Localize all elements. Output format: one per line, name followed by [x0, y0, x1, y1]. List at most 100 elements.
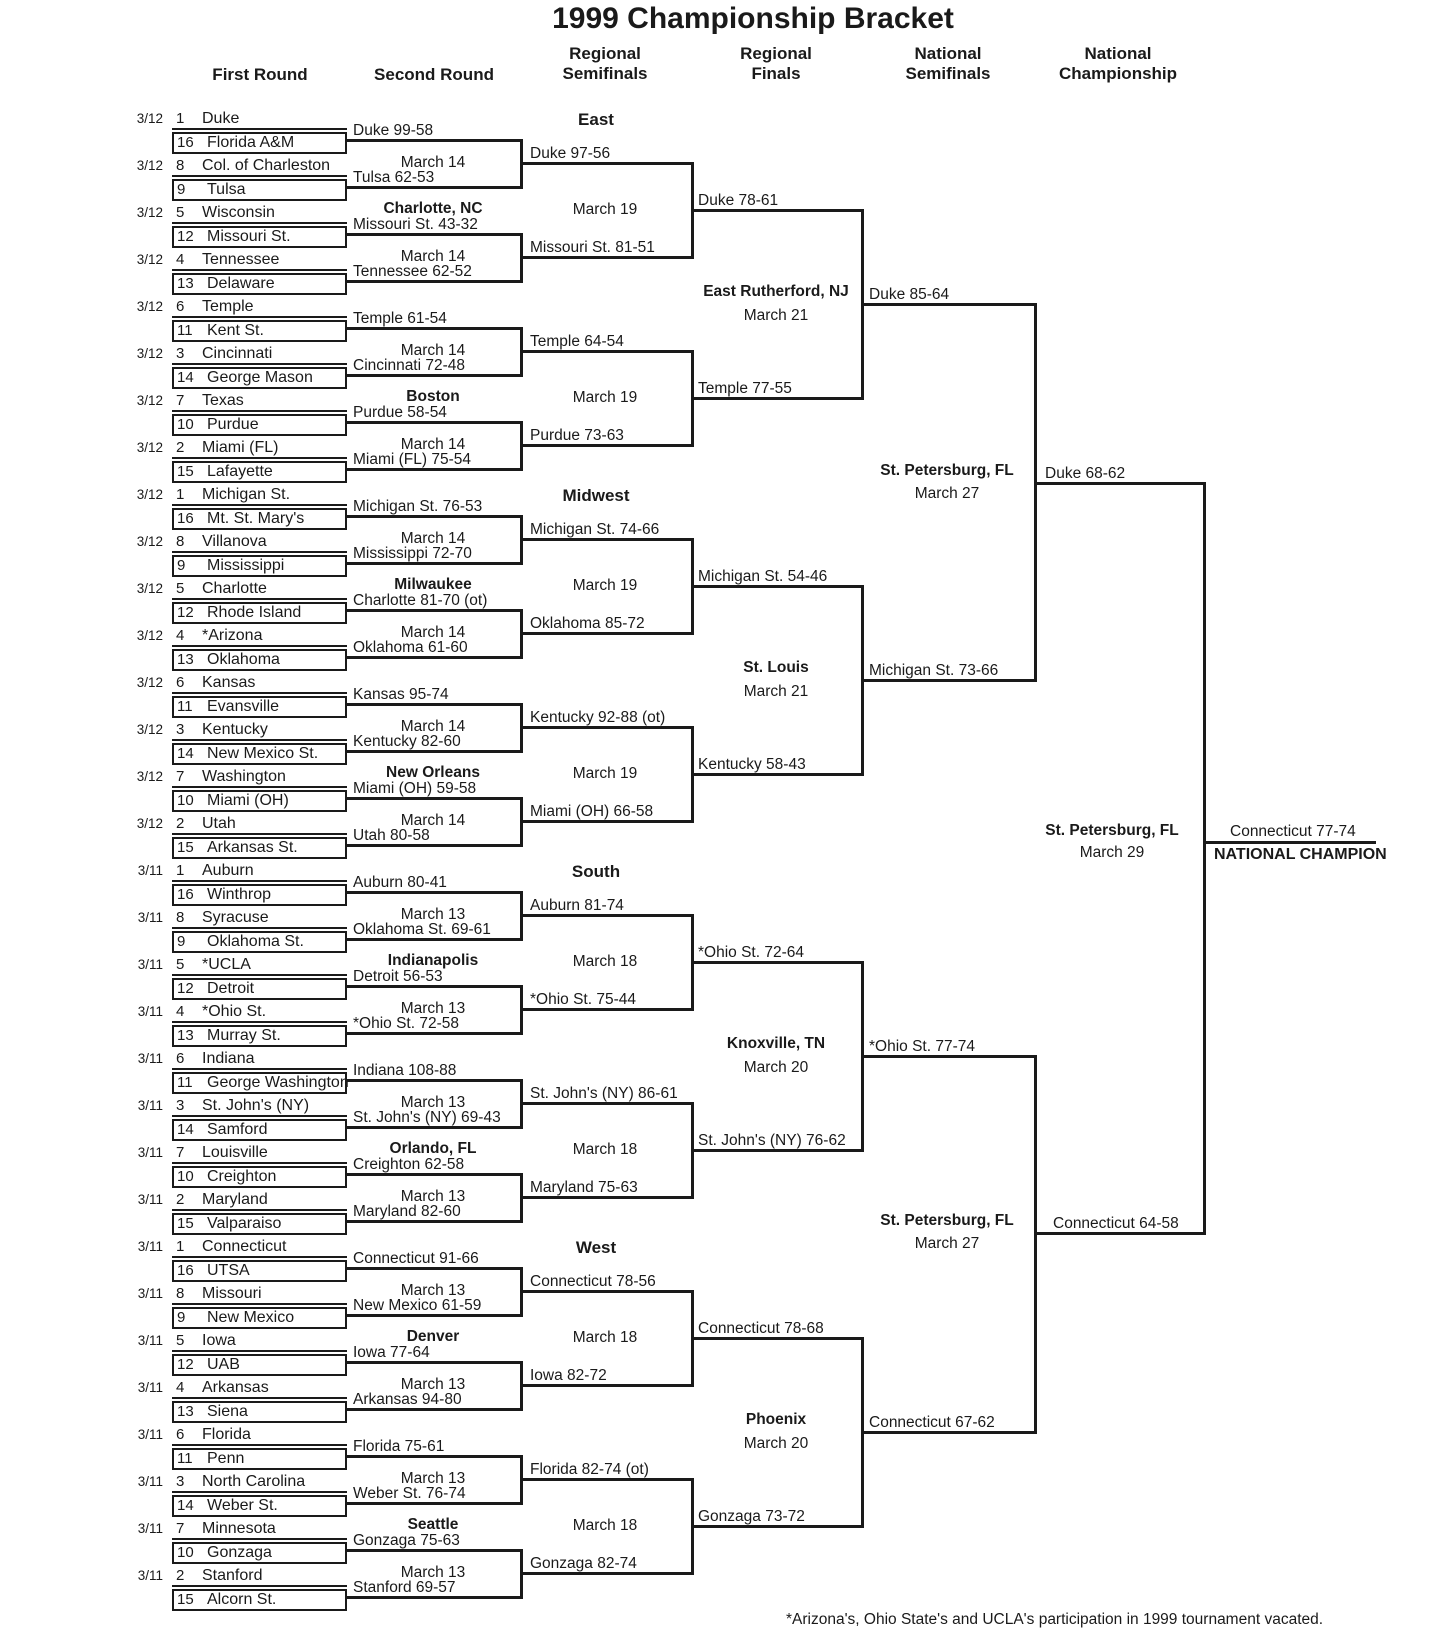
result-label: Miami (FL) 75-54	[353, 450, 471, 468]
winner-line	[347, 373, 523, 377]
winner-line	[691, 209, 864, 213]
team-name: Samford	[207, 1120, 268, 1138]
result-label: St. John's (NY) 76-62	[698, 1132, 846, 1150]
first-round-date: 3/11	[137, 1521, 163, 1536]
first-round-date: 3/12	[136, 628, 163, 643]
column-header: First Round	[212, 65, 308, 84]
round-date-label: March 29	[1079, 844, 1145, 861]
team-seed: 8	[176, 909, 185, 926]
team-box	[172, 508, 347, 530]
winner-line	[861, 1431, 1037, 1435]
team-underline	[172, 1444, 347, 1446]
team-name: Col. of Charleston	[202, 157, 331, 174]
result-label: Maryland 82-60	[353, 1202, 461, 1220]
team-seed: 16	[177, 1261, 194, 1279]
team-name: Winthrop	[207, 885, 272, 903]
column-header: Semifinals	[905, 64, 991, 83]
winner-line	[347, 279, 523, 283]
result-label: Connecticut 78-56	[530, 1273, 656, 1291]
round-date-label: March 13	[400, 1376, 466, 1394]
winner-line	[347, 467, 523, 471]
team-seed: 16	[177, 885, 194, 903]
round-date-label: March 19	[572, 577, 638, 595]
winner-line	[347, 420, 523, 424]
team-name: Florida A&M	[207, 133, 295, 151]
team-box	[172, 367, 347, 389]
team-seed: 11	[177, 697, 193, 715]
team-seed: 12	[177, 1355, 194, 1373]
result-label: Missouri St. 81-51	[530, 239, 655, 257]
team-seed: 12	[177, 227, 194, 245]
winner-line	[520, 350, 694, 354]
winner-line	[691, 1149, 864, 1153]
team-seed: 16	[177, 509, 194, 527]
team-box	[172, 1025, 347, 1047]
first-round-date: 3/12	[136, 675, 163, 690]
first-round-date: 3/11	[137, 863, 163, 878]
result-label: Kentucky 58-43	[698, 756, 806, 774]
round-date-label: March 18	[572, 1329, 638, 1347]
region-label: South	[571, 862, 621, 882]
first-round-date: 3/12	[136, 440, 163, 455]
winner-line	[347, 749, 523, 753]
team-underline	[172, 833, 347, 835]
winner-line	[347, 702, 523, 706]
result-label: Connecticut 67-62	[869, 1414, 995, 1432]
round-date-label: March 13	[400, 1188, 466, 1206]
team-name: Detroit	[207, 979, 255, 997]
team-box	[172, 273, 347, 295]
first-round-date: 3/11	[137, 957, 163, 972]
round-date-label: March 13	[400, 1094, 466, 1112]
winner-line	[347, 796, 523, 800]
team-seed: 14	[177, 368, 194, 386]
team-seed: 5	[176, 1332, 185, 1349]
result-label: Michigan St. 74-66	[530, 521, 660, 539]
team-box	[172, 555, 347, 577]
team-underline	[172, 739, 347, 741]
team-seed: 5	[176, 956, 185, 973]
team-seed: 13	[177, 650, 194, 668]
round-date-label: March 14	[400, 342, 466, 360]
team-name: Florida	[202, 1426, 251, 1443]
first-round-date: 3/11	[137, 1145, 163, 1160]
team-seed: 1	[176, 486, 185, 503]
winner-line	[347, 232, 523, 236]
page-title: 1999 Championship Bracket	[552, 2, 954, 35]
first-round-date: 3/12	[136, 816, 163, 831]
champion-label: Connecticut 77-74	[1230, 823, 1356, 840]
team-name: Alcorn St.	[207, 1590, 277, 1608]
team-name: *Ohio St.	[202, 1003, 267, 1020]
site-label: Orlando, FL	[389, 1140, 477, 1158]
column-header: Semifinals	[562, 64, 648, 83]
round-date-label: March 13	[400, 1470, 466, 1488]
site-label: Phoenix	[745, 1411, 807, 1429]
team-underline	[172, 175, 347, 177]
team-seed: 6	[176, 1050, 185, 1067]
site-label: St. Petersburg, FL	[880, 462, 1014, 479]
result-label: Duke 97-56	[530, 145, 611, 163]
winner-line	[347, 185, 523, 189]
region-label: East	[578, 110, 614, 130]
team-box	[172, 1119, 347, 1141]
round-date-label: March 13	[400, 906, 466, 924]
team-name: Miami (OH)	[207, 791, 289, 809]
winner-line	[347, 608, 523, 612]
team-underline	[172, 222, 347, 224]
result-label: Auburn 81-74	[530, 897, 624, 915]
winner-line	[861, 679, 1037, 683]
round-date-label: March 27	[914, 485, 980, 502]
team-box	[172, 743, 347, 765]
team-name: George Washington	[207, 1073, 349, 1091]
result-label: *Ohio St. 75-44	[530, 991, 636, 1009]
winner-line	[691, 773, 864, 777]
team-box	[172, 1448, 347, 1470]
winner-line	[347, 1548, 523, 1552]
team-box	[172, 414, 347, 436]
team-seed: 10	[177, 791, 194, 809]
team-name: Kansas	[202, 674, 256, 691]
team-box	[172, 978, 347, 1000]
team-underline	[172, 551, 347, 553]
team-seed: 11	[177, 1073, 193, 1091]
round-date-label: March 21	[743, 307, 809, 325]
team-seed: 12	[177, 603, 194, 621]
